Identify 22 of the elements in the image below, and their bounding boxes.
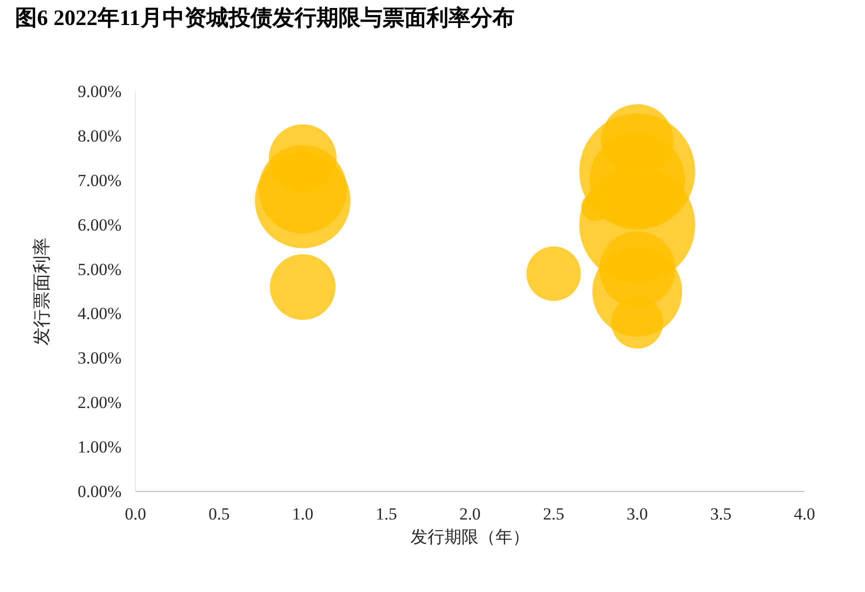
y-axis-title: 发行票面利率: [32, 238, 53, 346]
y-tick-label: 9.00%: [78, 82, 122, 101]
y-tick-label: 1.00%: [78, 438, 122, 457]
x-tick-label: 2.0: [459, 504, 481, 524]
y-tick-label: 6.00%: [78, 215, 122, 234]
x-tick-label: 0.5: [208, 504, 230, 524]
y-tick-label: 5.00%: [78, 260, 122, 279]
x-tick-label: 4.0: [794, 504, 816, 524]
y-tick-label: 2.00%: [78, 393, 122, 412]
y-tick-label: 3.00%: [78, 348, 122, 368]
x-tick-label: 3.0: [626, 504, 648, 524]
y-tick-label: 7.00%: [78, 170, 122, 190]
y-tick-label: 8.00%: [78, 126, 122, 146]
x-tick-label: 1.0: [292, 504, 314, 524]
y-tick-label: 4.00%: [78, 304, 122, 324]
x-axis-title: 发行期限（年）: [410, 528, 530, 548]
x-tick-label: 3.5: [710, 504, 732, 524]
x-tick-label: 2.5: [543, 504, 564, 524]
chart-title: 图6 2022年11月中资城投债发行期限与票面利率分布: [15, 5, 514, 31]
x-tick-label: 0.0: [124, 504, 146, 524]
y-tick-label: 0.00%: [78, 482, 122, 501]
x-tick-label: 1.5: [376, 504, 397, 524]
